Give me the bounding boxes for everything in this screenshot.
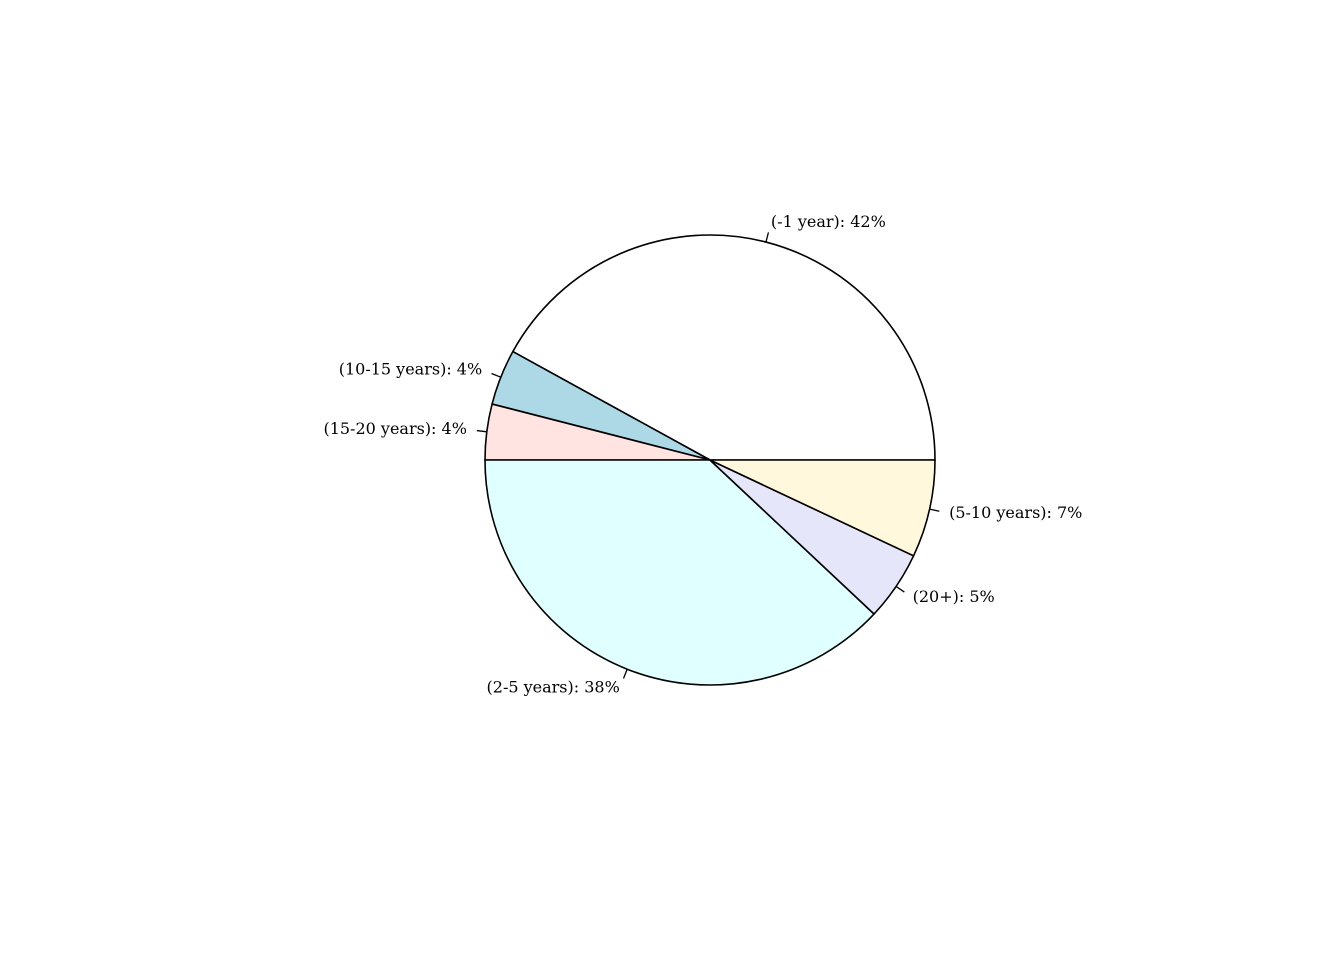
- pie-label-15-20-years: (15-20 years): 4%: [323, 419, 466, 438]
- pie-tick-15-20-years: [476, 429, 487, 433]
- pie-tick-20: [895, 585, 905, 593]
- pie-label-20: (20+): 5%: [913, 587, 995, 606]
- pie-label-2-5-years: (2-5 years): 38%: [487, 677, 620, 696]
- pie-slice-1-year: [512, 234, 936, 461]
- pie-slices: [484, 234, 936, 686]
- pie-label-5-10-years: (5-10 years): 7%: [949, 503, 1082, 522]
- pie-tick-5-10-years: [929, 508, 940, 512]
- pie-label-10-15-years: (10-15 years): 4%: [339, 359, 482, 378]
- pie-tick-2-5-years: [622, 668, 628, 679]
- pie-label-1-year: (-1 year): 42%: [771, 212, 886, 231]
- pie-label-ticks: [476, 232, 940, 679]
- pie-slice-2-5-years: [484, 459, 875, 686]
- pie-labels: (-1 year): 42% (10-15 years): 4% (15-20 ye…: [323, 212, 1082, 696]
- pie-tick-10-15-years: [491, 372, 502, 378]
- pie-tick-1-year: [765, 232, 770, 243]
